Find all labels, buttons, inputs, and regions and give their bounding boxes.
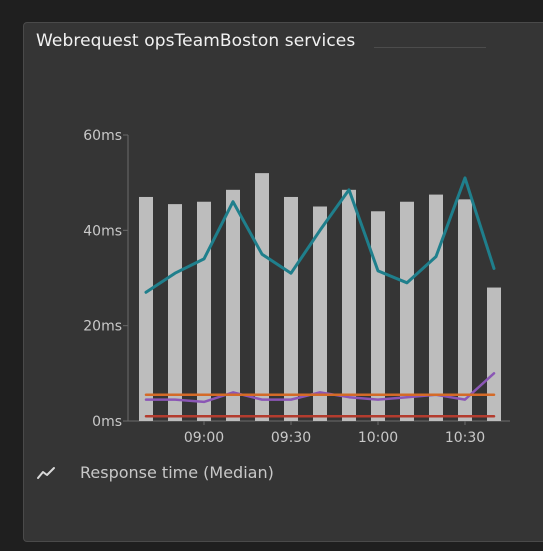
- bar: [487, 287, 501, 421]
- tile-title[interactable]: Webrequest opsTeamBoston services: [36, 31, 356, 51]
- y-tick-label: 20ms: [83, 319, 122, 335]
- y-tick-label: 0ms: [92, 414, 122, 430]
- x-tick-label: 10:00: [358, 430, 398, 446]
- y-tick-label: 40ms: [83, 223, 122, 239]
- bar: [429, 194, 443, 421]
- x-tick-label: 10:30: [445, 430, 485, 446]
- bar: [168, 204, 182, 421]
- bar: [400, 201, 414, 421]
- bar: [371, 211, 385, 421]
- legend-label: Response time (Median): [80, 463, 274, 482]
- title-divider: [374, 47, 486, 48]
- line-chart-icon: [37, 466, 55, 479]
- bar: [284, 196, 298, 421]
- x-tick-label: 09:30: [271, 430, 311, 446]
- bar: [342, 189, 356, 421]
- x-tick-label: 09:00: [184, 430, 224, 446]
- bar: [255, 173, 269, 421]
- bar: [458, 199, 472, 421]
- bar: [197, 201, 211, 421]
- bar: [313, 206, 327, 421]
- legend[interactable]: Response time (Median): [36, 463, 274, 482]
- bar: [139, 196, 153, 421]
- chart-tile[interactable]: [23, 22, 543, 542]
- y-tick-label: 60ms: [83, 128, 122, 144]
- bar: [226, 189, 240, 421]
- series-line: [144, 176, 496, 294]
